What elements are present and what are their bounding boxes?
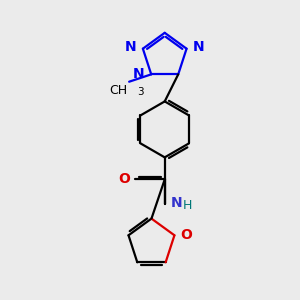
Text: N: N [133,68,145,81]
Text: N: N [193,40,205,54]
Text: H: H [183,200,192,212]
Text: O: O [118,172,130,186]
Text: O: O [180,228,192,242]
Text: 3: 3 [137,87,144,97]
Text: N: N [125,40,136,54]
Text: CH: CH [109,84,127,97]
Text: N: N [171,196,183,210]
